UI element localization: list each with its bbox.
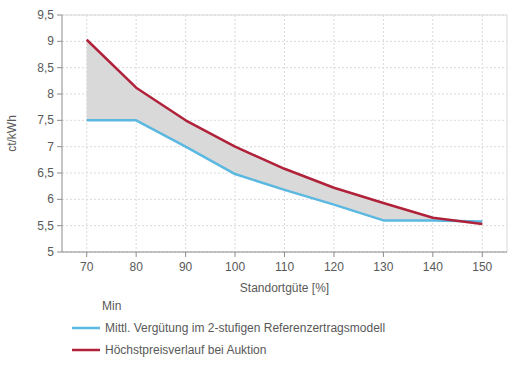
x-axis-title: Standortgüte [%] [240,281,329,295]
tick [57,41,62,42]
tick-label: 80 [129,260,143,274]
tick [333,252,334,257]
frame-right [507,15,508,252]
tick-label: 6,5 [37,166,54,180]
tick-label: 7,5 [37,113,54,127]
tick [57,225,62,226]
tick [57,94,62,95]
tick [432,252,433,257]
band-area [87,40,483,224]
tick-label: 9 [47,34,54,48]
tick-label: 6 [47,192,54,206]
tick-label: 8 [47,87,54,101]
grid-line [235,15,236,252]
grid-line [62,15,507,16]
grid-line [333,15,334,252]
tick [57,146,62,147]
y-axis [62,15,63,252]
legend-swatch [72,349,100,352]
tick [482,252,483,257]
legend-swatch [72,327,100,330]
y-axis-title: ct/kWh [5,115,19,152]
tick-label: 100 [225,260,245,274]
chart: 5 5,5 6 6,5 7 7,5 8 8,5 9 9,5 70 80 90 100 110 120 130 14… [0,0,517,372]
legend: Min Mittl. Vergütung im 2-stufigen Refere… [72,299,385,357]
tick-label: 8,5 [37,61,54,75]
tick [284,252,285,257]
tick [185,252,186,257]
tick-label: 7 [47,140,54,154]
legend-label: Min [102,299,121,313]
tick [136,252,137,257]
grid-line [284,15,285,252]
tick [57,199,62,200]
tick-label: 90 [179,260,193,274]
tick-label: 110 [275,260,294,274]
grid-line [136,15,137,252]
grid-line [62,225,507,226]
tick-label: 120 [324,260,344,274]
series-line [87,120,483,221]
plot-data [87,40,483,224]
legend-label: Mittl. Vergütung im 2-stufigen Referenze… [105,321,385,335]
tick [57,120,62,121]
axes: 5 5,5 6 6,5 7 7,5 8 8,5 9 9,5 70 80 90 100 110 120 130 14… [37,8,507,274]
tick-label: 140 [423,260,443,274]
tick-label: 70 [80,260,94,274]
legend-label: Höchstpreisverlauf bei Auktion [105,343,266,357]
tick [86,252,87,257]
tick [57,173,62,174]
tick-label: 9,5 [37,8,54,22]
tick-label: 130 [373,260,393,274]
grid [62,15,507,252]
tick [235,252,236,257]
series-line [87,40,483,224]
grid-line [482,15,483,252]
tick [57,67,62,68]
tick-label: 5 [47,245,54,259]
tick [57,252,62,253]
tick [57,15,62,16]
tick-label: 150 [472,260,492,274]
tick [383,252,384,257]
frame-top [62,15,507,16]
tick-label: 5,5 [37,219,54,233]
